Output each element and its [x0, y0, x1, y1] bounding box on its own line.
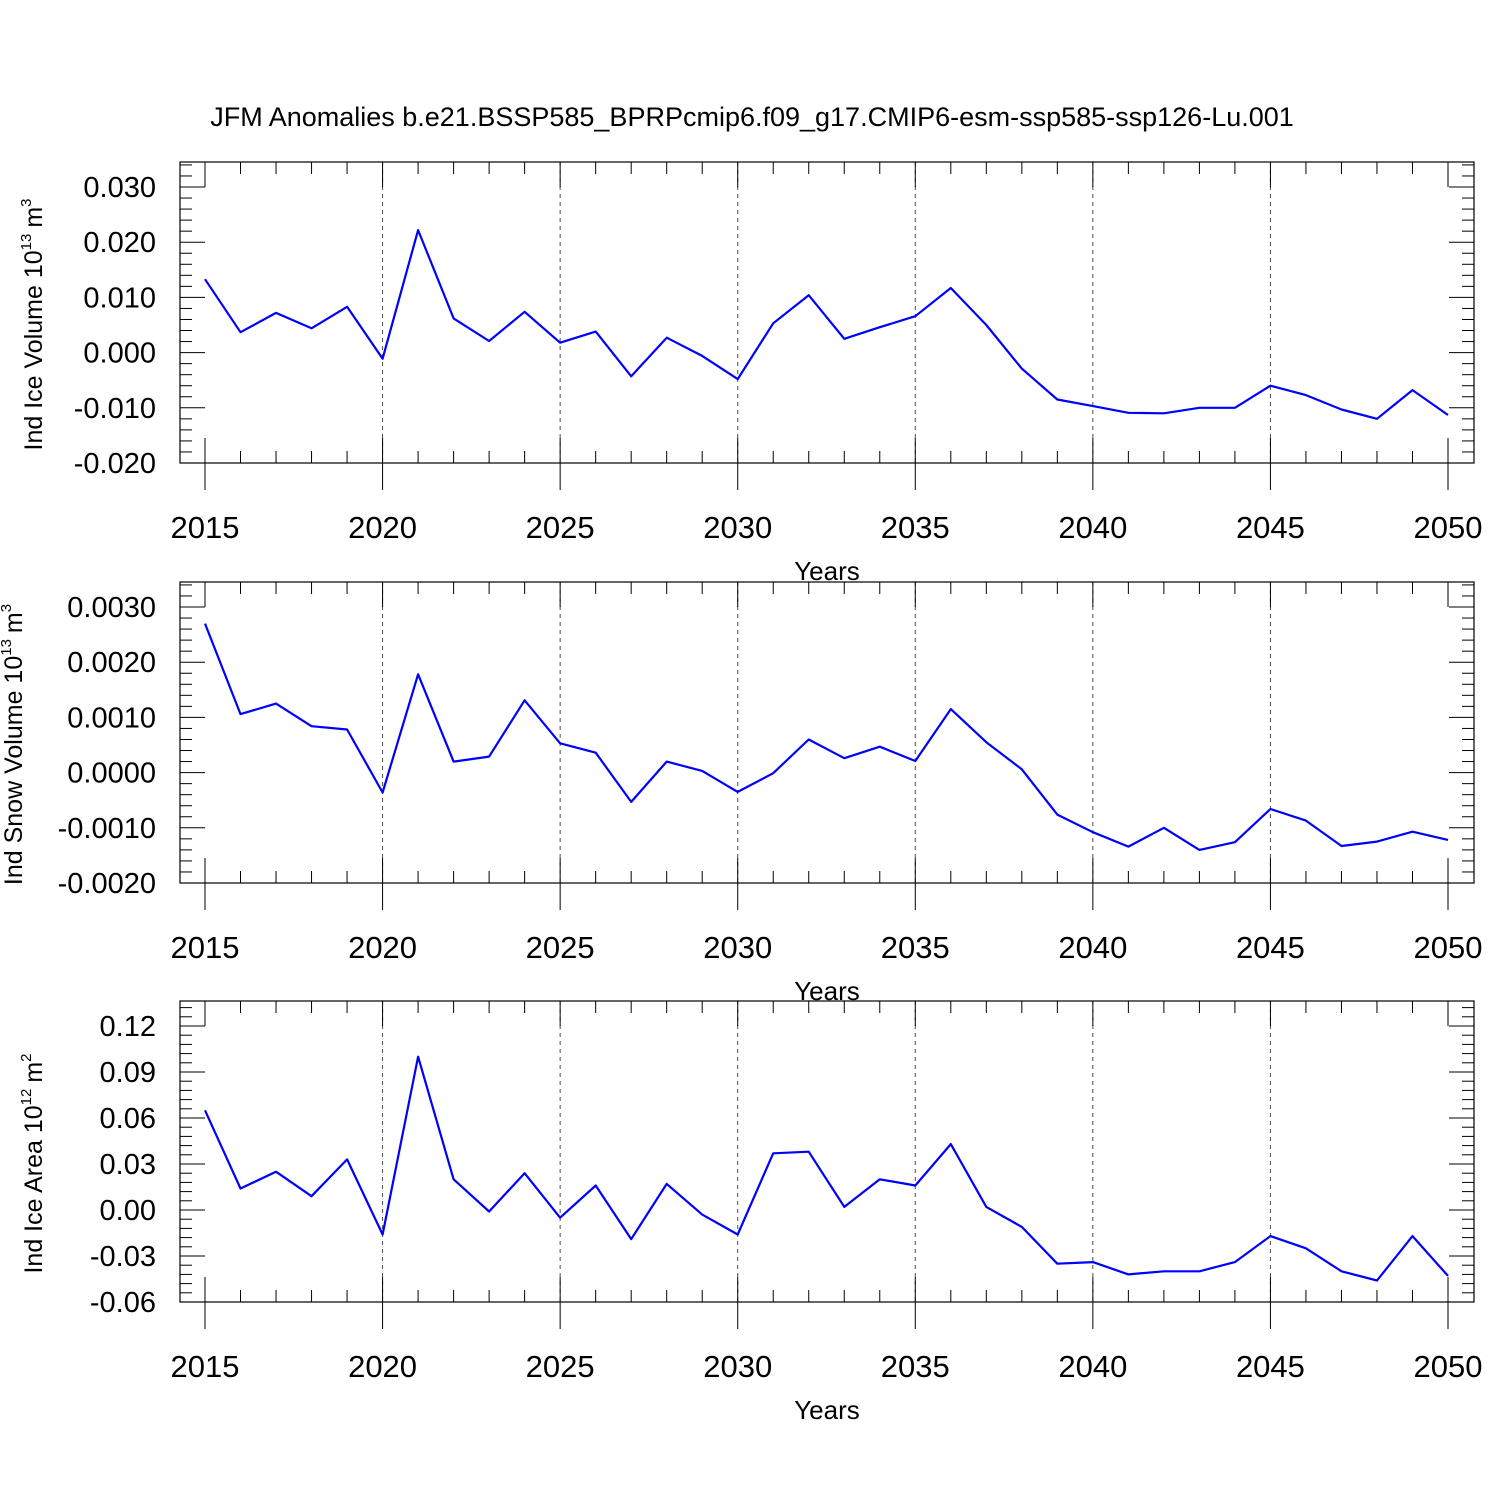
y-tick-label: 0.00	[100, 1195, 156, 1227]
panel-1: 0.030 0.020 0.010 0.000 -0.010 -0.020 2015 2020…	[18, 161, 1483, 586]
x-tick-label: 2035	[881, 1349, 950, 1384]
series-line	[203, 1055, 1449, 1282]
x-tick-label: 2050	[1414, 930, 1483, 965]
y-axis-label-unit: m	[20, 207, 48, 228]
y-axis-label-main: Ind Ice Volume 10	[20, 250, 48, 450]
y-tick-label: 0.03	[100, 1149, 156, 1181]
y-axis-label-unit-exp: 3	[0, 604, 15, 612]
y-axis-label-main: Ind Ice Area 10	[20, 1105, 48, 1273]
x-tick-label: 2020	[348, 1349, 417, 1384]
x-tick-label: 2030	[703, 510, 772, 545]
y-axis-label-exp: 13	[18, 234, 35, 251]
x-tick-label: 2015	[171, 930, 240, 965]
x-tick-label: 2030	[703, 1349, 772, 1384]
y-axis-label-unit-exp: 3	[18, 199, 35, 207]
figure-title: JFM Anomalies b.e21.BSSP585_BPRPcmip6.f0…	[210, 102, 1294, 132]
x-tick-label: 2020	[348, 930, 417, 965]
y-tick-label: 0.000	[83, 338, 156, 370]
y-tick-label: 0.0000	[67, 758, 156, 790]
x-axis-label: Years	[794, 556, 860, 586]
panel-2: 0.0030 0.0020 0.0010 0.0000 -0.0010 -0.0020 20…	[0, 581, 1483, 1006]
y-axis-label-main: Ind Snow Volume 10	[0, 656, 28, 885]
x-tick-label: 2025	[526, 510, 595, 545]
x-tick-label: 2035	[881, 510, 950, 545]
y-tick-label: -0.0020	[58, 868, 156, 900]
y-axis-label-unit: m	[20, 1062, 48, 1083]
x-tick-label: 2025	[526, 1349, 595, 1384]
y-tick-label: 0.020	[83, 227, 156, 259]
x-tick-label: 2050	[1414, 510, 1483, 545]
plot-frame	[179, 1000, 1475, 1303]
plot-frame	[179, 161, 1475, 464]
y-tick-label: 0.06	[100, 1103, 156, 1135]
x-tick-label: 2040	[1058, 930, 1127, 965]
y-tick-label: 0.010	[83, 282, 156, 314]
x-tick-label: 2020	[348, 510, 417, 545]
y-tick-label: 0.030	[83, 172, 156, 204]
x-tick-label: 2025	[526, 930, 595, 965]
y-axis-label-exp: 12	[18, 1089, 35, 1106]
x-tick-label: 2015	[171, 510, 240, 545]
x-tick-label: 2045	[1236, 510, 1305, 545]
y-axis-label-unit: m	[0, 612, 28, 633]
y-axis-label: Ind Ice Area 1012 m2	[18, 1053, 48, 1273]
y-tick-label: 0.12	[100, 1011, 156, 1043]
y-tick-label: 0.0010	[67, 702, 156, 734]
y-tick-label: -0.020	[74, 448, 156, 480]
x-tick-label: 2045	[1236, 1349, 1305, 1384]
y-tick-label: -0.0010	[58, 813, 156, 845]
panel-3: 0.12 0.09 0.06 0.03 0.00 -0.03 -0.06 2015 2020 20…	[18, 1000, 1483, 1425]
y-tick-label: -0.03	[90, 1241, 156, 1273]
y-tick-label: 0.0030	[67, 592, 156, 624]
x-tick-label: 2040	[1058, 1349, 1127, 1384]
x-tick-label: 2015	[171, 1349, 240, 1384]
plot-frame	[179, 581, 1475, 884]
y-axis-label-unit-exp: 2	[18, 1053, 35, 1061]
y-axis-label: Ind Ice Volume 1013 m3	[18, 199, 48, 451]
series-line	[204, 229, 1449, 420]
x-tick-label: 2030	[703, 930, 772, 965]
y-tick-label: 0.09	[100, 1057, 156, 1089]
panels: 0.030 0.020 0.010 0.000 -0.010 -0.020 2015 2020…	[0, 161, 1483, 1425]
y-axis-label-exp: 13	[0, 639, 15, 656]
x-axis-label: Years	[794, 1395, 860, 1425]
y-tick-label: -0.010	[74, 393, 156, 425]
y-axis-label: Ind Snow Volume 1013 m3	[0, 604, 28, 885]
x-tick-label: 2035	[881, 930, 950, 965]
x-tick-label: 2040	[1058, 510, 1127, 545]
y-tick-label: 0.0020	[67, 647, 156, 679]
y-tick-label: -0.06	[90, 1287, 156, 1319]
x-tick-label: 2045	[1236, 930, 1305, 965]
x-tick-label: 2050	[1414, 1349, 1483, 1384]
series-line	[203, 623, 1449, 852]
